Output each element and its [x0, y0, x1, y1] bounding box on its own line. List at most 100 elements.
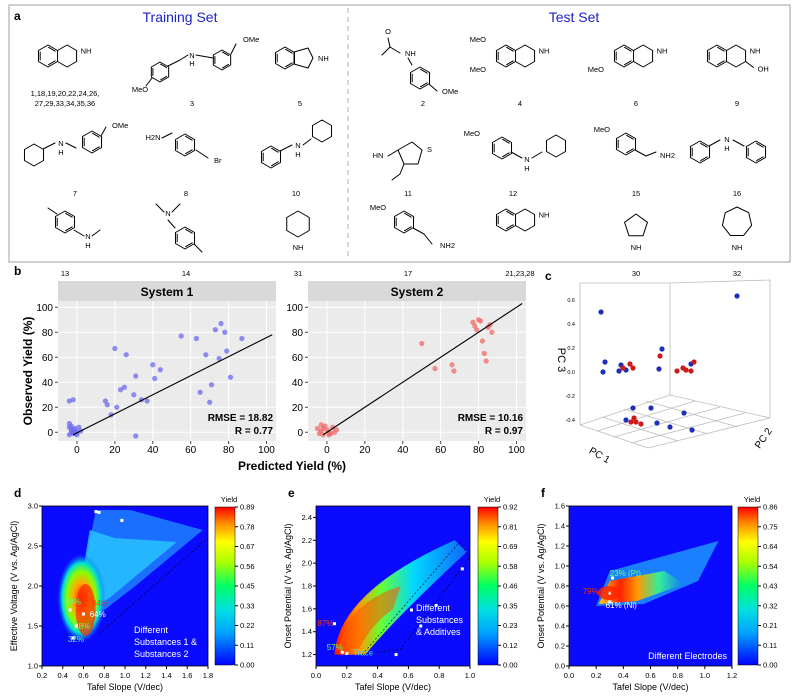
- pca-point-red-0: [627, 361, 633, 367]
- y-tick-label: 1.5: [28, 622, 38, 631]
- ring: [260, 145, 282, 169]
- r-annotation: R = 0.97: [485, 426, 524, 437]
- colorbar-title: Yield: [221, 495, 237, 504]
- colorbar-tick-label: 0.89: [240, 503, 255, 512]
- colorbar-tick-label: 0.43: [763, 582, 778, 591]
- y-tick-label: 20: [292, 403, 304, 414]
- compound-label: 13: [61, 269, 69, 278]
- training-set-title: Training Set: [143, 9, 218, 25]
- double-bond: [92, 132, 100, 138]
- x-tick-label: 0.6: [78, 671, 88, 680]
- x-tick-label: 1.2: [141, 671, 151, 680]
- point-b2-20: [474, 327, 480, 333]
- yield-label: 87%: [318, 619, 334, 628]
- atom-label: Br: [214, 156, 222, 165]
- point-b1-21: [114, 404, 120, 410]
- point-b1-44: [239, 335, 245, 342]
- sample-point-2: [608, 600, 612, 604]
- pca-point-blue-12: [623, 417, 629, 423]
- legend-text: Different: [134, 625, 168, 635]
- x-tick-label: 0.2: [37, 671, 47, 680]
- bond: [302, 138, 312, 146]
- compound-label: 11: [404, 189, 412, 198]
- colorbar-tick-label: 0.00: [240, 661, 255, 670]
- pca-point-blue-15: [689, 427, 695, 433]
- sample-point-7: [460, 567, 464, 571]
- ring: [37, 44, 59, 68]
- compound-9: NH OH 9: [706, 44, 769, 108]
- y-tick-label: 1.2: [555, 542, 565, 551]
- bond: [167, 219, 176, 229]
- facet-title: System 1: [141, 285, 194, 299]
- x-tick-label: 40: [397, 445, 409, 456]
- y-tick-label: 1.8: [302, 582, 312, 591]
- box-edge: [647, 417, 771, 449]
- fit-line: [322, 303, 523, 436]
- y-tick-label: 2.0: [28, 582, 38, 591]
- y-tick-label: 2.5: [28, 542, 38, 551]
- point-b1-28: [144, 398, 150, 404]
- compound-label: 9: [735, 99, 739, 108]
- colorbar-tick-label: 0.12: [503, 641, 518, 650]
- point-b2-25: [483, 358, 489, 364]
- double-bond: [185, 135, 193, 141]
- colorbar-tick-label: 0.58: [503, 562, 518, 571]
- y-tick-label: 0.8: [555, 582, 565, 591]
- compound-label: 17: [404, 269, 412, 278]
- point-b1-36: [203, 352, 209, 358]
- compound-label: 15: [632, 189, 640, 198]
- sat-ring: [57, 44, 78, 68]
- y-tick-label: 2.0: [302, 559, 312, 568]
- x-tick-label: 0.4: [58, 671, 68, 680]
- box-edge: [645, 400, 739, 428]
- point-b1-37: [207, 399, 213, 405]
- x-tick-label: 1.0: [120, 671, 130, 680]
- atom-label: H2N: [145, 133, 160, 142]
- legend-text: Different Electrodes: [648, 651, 727, 661]
- y-tick-label: 60: [42, 353, 54, 364]
- x-tick-label: 80: [473, 445, 485, 456]
- x-tick-label: 40: [147, 445, 159, 456]
- point-b2-12: [326, 432, 332, 438]
- double-bond: [65, 226, 73, 232]
- ring: [495, 44, 517, 68]
- point-b1-7: [66, 432, 72, 438]
- point-b1-25: [131, 392, 137, 398]
- ring: [397, 141, 423, 165]
- panel-e-heatmap: 87% 57% Trace Different Substances & Additive…: [283, 495, 518, 692]
- double-bond: [160, 63, 168, 69]
- ring: [212, 49, 232, 71]
- ring: [174, 226, 196, 250]
- x-tick-label: 1.4: [161, 671, 171, 680]
- atom-label: MeO: [132, 85, 148, 94]
- ring: [491, 136, 513, 160]
- panel-letter-a: a: [14, 9, 21, 23]
- compound-32: NH 32: [721, 206, 753, 278]
- x-tick-label: 20: [109, 445, 121, 456]
- double-bond: [271, 161, 279, 167]
- pca-point-red-12: [657, 353, 663, 359]
- atom-label: H: [295, 150, 300, 159]
- yield-label: 61% (Ni): [606, 601, 637, 610]
- pca-point-red-8: [633, 419, 639, 425]
- atom-label: NH2: [440, 241, 455, 250]
- colorbar-tick-label: 0.69: [503, 542, 518, 551]
- atom-label: NH: [539, 211, 550, 220]
- x-tick-label: 100: [258, 445, 275, 456]
- bond: [399, 163, 405, 175]
- compound-17: MeO NH2 17: [370, 203, 455, 278]
- colorbar-tick-label: 0.78: [240, 522, 255, 531]
- double-bond: [506, 60, 514, 66]
- compound-label: 27,29,33,34,35,36: [35, 99, 95, 108]
- bond: [391, 173, 401, 181]
- x-tick-label: 1.2: [727, 671, 737, 680]
- z-tick-label: -0.4: [566, 418, 575, 424]
- atom-label: H: [58, 148, 63, 157]
- x-tick-label: 60: [185, 445, 197, 456]
- ring: [545, 134, 567, 158]
- x-tick-label: 100: [508, 445, 525, 456]
- bond: [428, 83, 438, 92]
- double-bond: [285, 62, 293, 68]
- x-axis-label: Tafel Slope (V/dec): [612, 682, 688, 692]
- sample-point-6: [434, 603, 438, 607]
